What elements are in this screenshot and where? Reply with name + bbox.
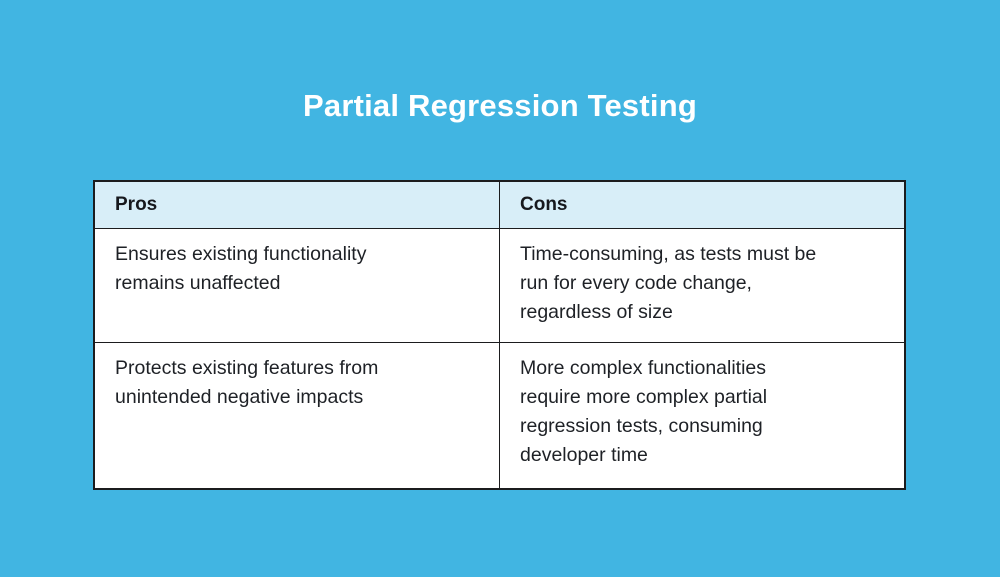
table-row: Ensures existing functionality remains u… xyxy=(93,227,906,343)
cons-column-header: Cons xyxy=(499,180,906,229)
table-row: Protects existing features from unintend… xyxy=(93,341,906,490)
cons-cell-row-1: Time-consuming, as tests must be run for… xyxy=(499,227,906,343)
pros-cell-row-1: Ensures existing functionality remains u… xyxy=(93,227,500,343)
page-title: Partial Regression Testing xyxy=(303,88,697,123)
pros-cons-table: Pros Cons Ensures existing functionality… xyxy=(93,180,906,490)
pros-column-header: Pros xyxy=(93,180,500,229)
pros-cell-row-2: Protects existing features from unintend… xyxy=(93,341,500,490)
table-header-row: Pros Cons xyxy=(93,180,906,229)
cons-cell-row-2: More complex functionalities require mor… xyxy=(499,341,906,490)
